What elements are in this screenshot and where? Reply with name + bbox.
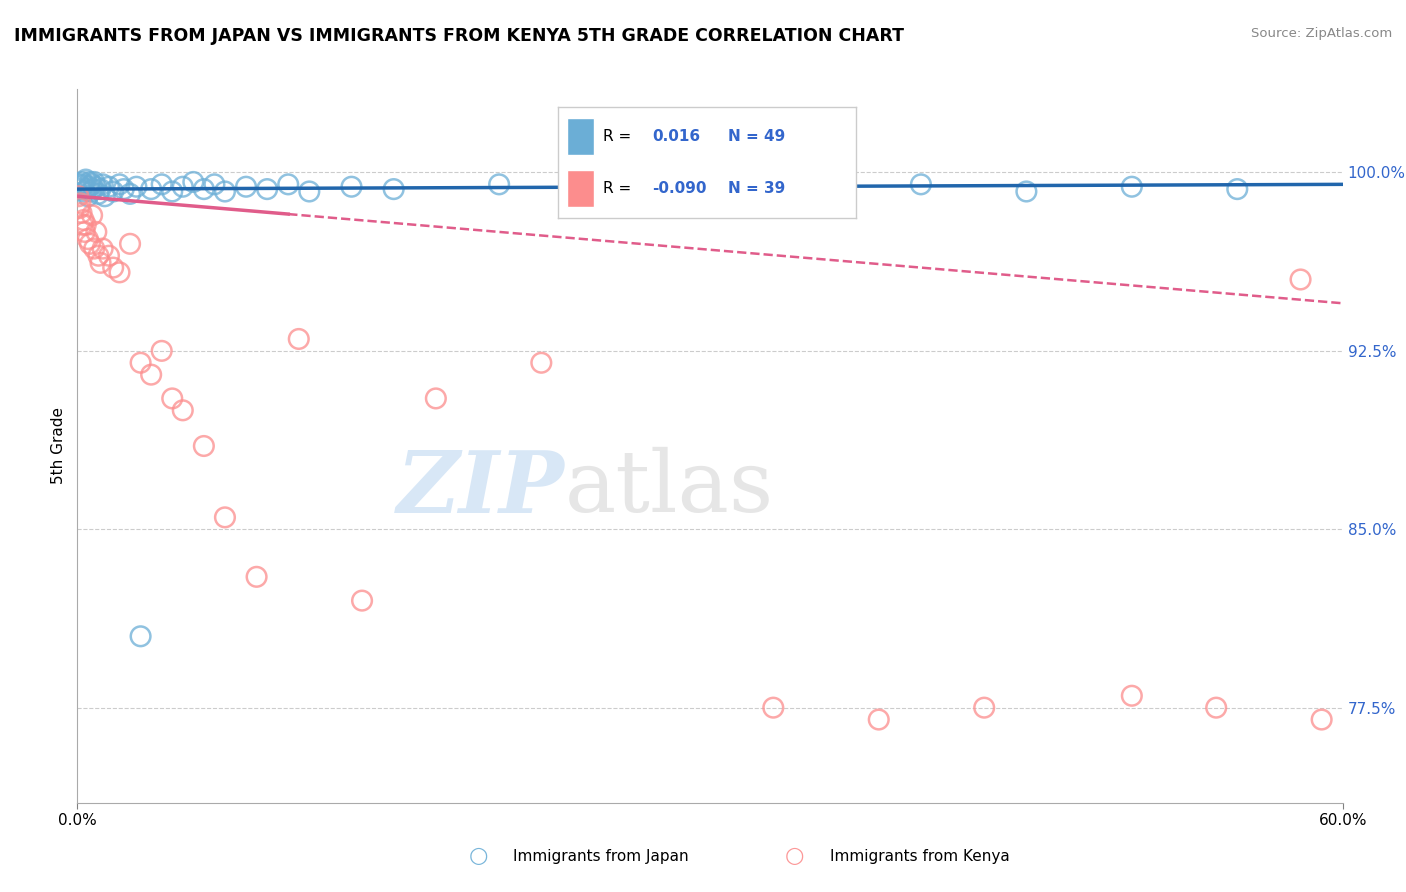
Point — [277, 178, 299, 192]
Point — [1310, 713, 1333, 727]
Point — [108, 265, 131, 279]
Point — [141, 182, 162, 196]
Point — [1226, 182, 1249, 196]
Point — [256, 182, 278, 196]
Point — [83, 175, 105, 189]
Point — [120, 186, 141, 201]
Point — [593, 185, 616, 199]
Point — [425, 392, 447, 406]
Text: IMMIGRANTS FROM JAPAN VS IMMIGRANTS FROM KENYA 5TH GRADE CORRELATION CHART: IMMIGRANTS FROM JAPAN VS IMMIGRANTS FROM… — [14, 27, 904, 45]
Point — [67, 201, 90, 215]
Point — [103, 260, 124, 275]
Point — [79, 175, 101, 189]
Point — [82, 182, 104, 196]
Point — [214, 185, 236, 199]
Text: ○: ○ — [468, 847, 488, 866]
Point — [1121, 179, 1143, 194]
Point — [70, 179, 93, 194]
Point — [112, 182, 135, 196]
Point — [193, 182, 215, 196]
Point — [76, 189, 98, 203]
Point — [83, 242, 105, 256]
Point — [162, 185, 183, 199]
Point — [91, 242, 114, 256]
Point — [98, 249, 120, 263]
Point — [90, 182, 111, 196]
Point — [72, 175, 94, 189]
Point — [287, 332, 309, 346]
Point — [87, 186, 110, 201]
Point — [910, 178, 932, 192]
Point — [67, 178, 90, 192]
Point — [214, 510, 236, 524]
Text: Source: ZipAtlas.com: Source: ZipAtlas.com — [1251, 27, 1392, 40]
Point — [120, 236, 141, 251]
Point — [235, 179, 257, 194]
Point — [80, 208, 103, 222]
Point — [86, 225, 108, 239]
Point — [86, 179, 108, 194]
Point — [973, 700, 995, 714]
Point — [804, 182, 827, 196]
Point — [80, 185, 103, 199]
Point — [72, 218, 94, 232]
Point — [103, 185, 124, 199]
Point — [868, 713, 890, 727]
Point — [73, 225, 96, 239]
Text: Immigrants from Japan: Immigrants from Japan — [513, 849, 689, 863]
Point — [125, 179, 148, 194]
Point — [530, 356, 553, 370]
Point — [75, 218, 97, 232]
Point — [352, 593, 374, 607]
Point — [298, 185, 321, 199]
Point — [70, 206, 93, 220]
Point — [67, 189, 90, 203]
Point — [76, 182, 98, 196]
Point — [75, 172, 97, 186]
Point — [150, 178, 173, 192]
Point — [204, 178, 226, 192]
Point — [77, 179, 100, 194]
Point — [172, 179, 194, 194]
Point — [193, 439, 215, 453]
Point — [1205, 700, 1227, 714]
Point — [80, 178, 103, 192]
Point — [69, 196, 91, 211]
Point — [90, 256, 111, 270]
Point — [1289, 272, 1312, 286]
Point — [1121, 689, 1143, 703]
Point — [340, 179, 363, 194]
Point — [699, 179, 721, 194]
Y-axis label: 5th Grade: 5th Grade — [51, 408, 66, 484]
Point — [150, 343, 173, 358]
Point — [73, 178, 96, 192]
Text: atlas: atlas — [565, 447, 773, 531]
Text: Immigrants from Kenya: Immigrants from Kenya — [830, 849, 1010, 863]
Point — [162, 392, 183, 406]
Point — [129, 629, 152, 643]
Point — [93, 189, 115, 203]
Point — [91, 178, 114, 192]
Point — [129, 356, 152, 370]
Point — [762, 700, 785, 714]
Point — [141, 368, 162, 382]
Point — [245, 570, 267, 584]
Text: ZIP: ZIP — [396, 447, 565, 531]
Point — [73, 213, 96, 227]
Point — [382, 182, 405, 196]
Point — [79, 236, 101, 251]
Point — [69, 182, 91, 196]
Point — [73, 185, 96, 199]
Point — [87, 249, 110, 263]
Point — [488, 178, 510, 192]
Point — [183, 175, 205, 189]
Point — [76, 232, 98, 246]
Point — [1015, 185, 1038, 199]
Point — [172, 403, 194, 417]
Text: ○: ○ — [785, 847, 804, 866]
Point — [98, 179, 120, 194]
Point — [108, 178, 131, 192]
